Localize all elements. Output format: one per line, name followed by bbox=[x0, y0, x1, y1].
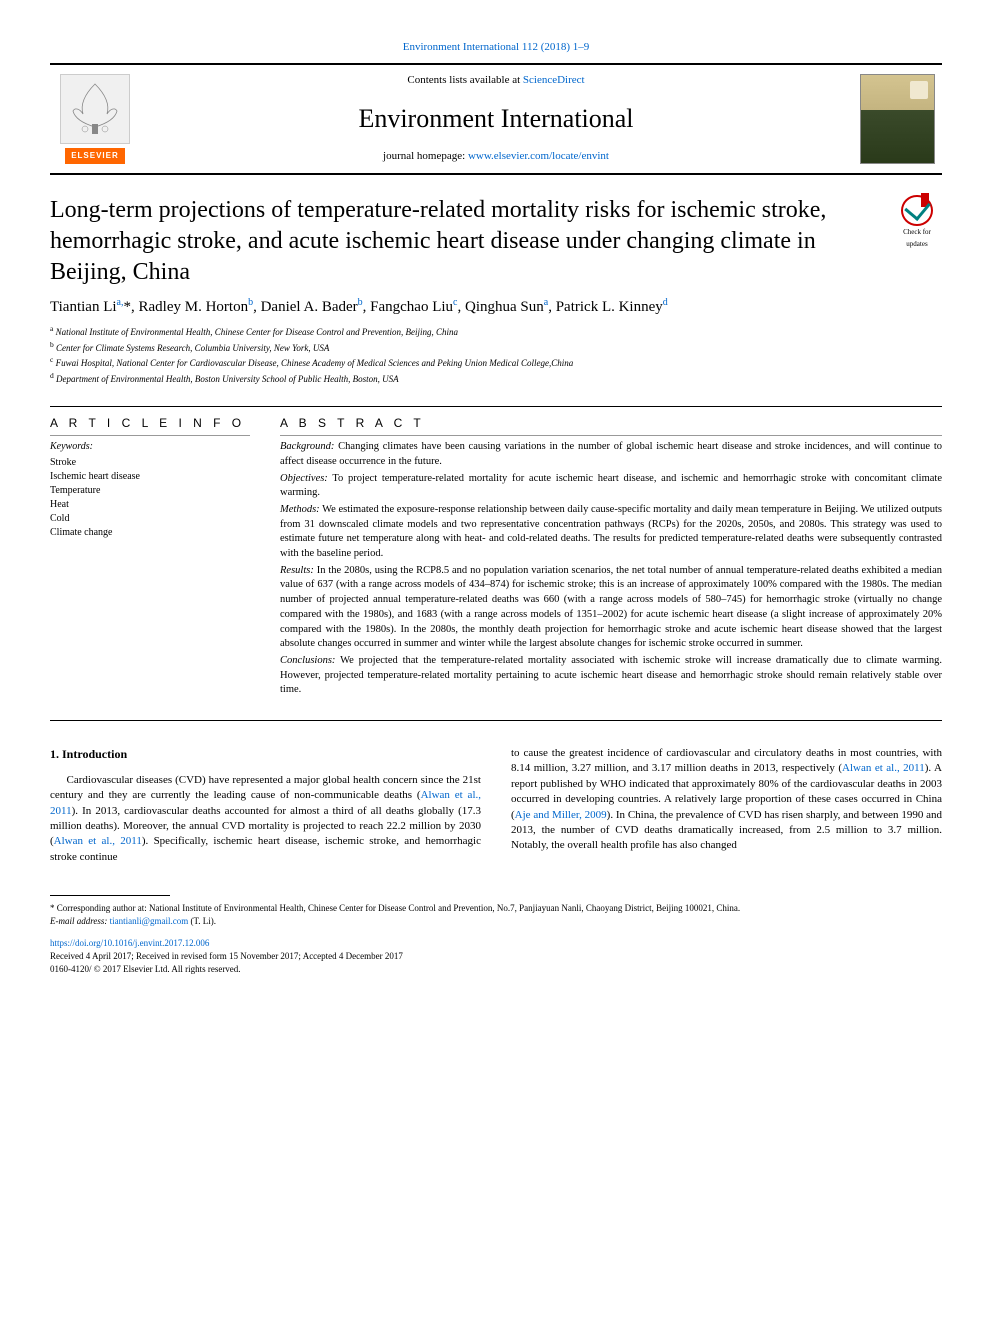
keyword-item: Cold bbox=[50, 512, 250, 526]
keyword-item: Temperature bbox=[50, 484, 250, 498]
affiliation-line: c Fuwai Hospital, National Center for Ca… bbox=[50, 355, 942, 370]
copyright-line: 0160-4120/ © 2017 Elsevier Ltd. All righ… bbox=[50, 963, 942, 976]
corresponding-note: * Corresponding author at: National Inst… bbox=[50, 902, 942, 915]
sciencedirect-link[interactable]: ScienceDirect bbox=[523, 74, 585, 86]
keywords-label: Keywords: bbox=[50, 440, 250, 454]
elsevier-tree-icon bbox=[60, 74, 130, 144]
keywords-list: StrokeIschemic heart diseaseTemperatureH… bbox=[50, 456, 250, 540]
check-text-2: updates bbox=[906, 240, 927, 250]
intro-heading: 1. Introduction bbox=[50, 746, 481, 763]
affiliations-block: a National Institute of Environmental He… bbox=[50, 324, 942, 385]
check-updates-badge[interactable]: Check for updates bbox=[892, 195, 942, 250]
footnote-separator bbox=[50, 895, 170, 896]
abstract-para: Background: Changing climates have been … bbox=[280, 440, 942, 469]
elsevier-label: ELSEVIER bbox=[65, 148, 125, 163]
check-circle-icon bbox=[901, 195, 933, 226]
title-row: Long-term projections of temperature-rel… bbox=[50, 195, 942, 289]
keyword-item: Heat bbox=[50, 498, 250, 512]
journal-cover-block bbox=[852, 74, 942, 164]
body-para-left: Cardiovascular diseases (CVD) have repre… bbox=[50, 773, 481, 865]
citation-link[interactable]: Alwan et al., 2011 bbox=[842, 762, 925, 774]
footer-block: https://doi.org/10.1016/j.envint.2017.12… bbox=[50, 937, 942, 975]
check-text-1: Check for bbox=[903, 228, 931, 238]
body-col-left: 1. Introduction Cardiovascular diseases … bbox=[50, 746, 481, 865]
abstract-divider bbox=[280, 435, 942, 436]
abstract-para: Conclusions: We projected that the tempe… bbox=[280, 654, 942, 698]
body-columns: 1. Introduction Cardiovascular diseases … bbox=[50, 746, 942, 865]
article-info-heading: A R T I C L E I N F O bbox=[50, 415, 250, 432]
footnotes: * Corresponding author at: National Inst… bbox=[50, 902, 942, 927]
email-suffix: (T. Li). bbox=[188, 916, 216, 926]
divider-1 bbox=[50, 406, 942, 407]
header-center: Contents lists available at ScienceDirec… bbox=[140, 73, 852, 164]
top-citation: Environment International 112 (2018) 1–9 bbox=[50, 40, 942, 55]
citation-link[interactable]: Alwan et al., 2011 bbox=[50, 789, 481, 816]
citation-link[interactable]: Alwan et al., 2011 bbox=[54, 835, 142, 847]
abstract-para: Objectives: To project temperature-relat… bbox=[280, 472, 942, 501]
affiliation-line: d Department of Environmental Health, Bo… bbox=[50, 371, 942, 386]
history-line: Received 4 April 2017; Received in revis… bbox=[50, 950, 942, 963]
contents-line: Contents lists available at ScienceDirec… bbox=[140, 73, 852, 88]
abstract-para: Results: In the 2080s, using the RCP8.5 … bbox=[280, 564, 942, 652]
abstract-col: A B S T R A C T Background: Changing cli… bbox=[280, 415, 942, 700]
doi-link[interactable]: https://doi.org/10.1016/j.envint.2017.12… bbox=[50, 938, 209, 948]
journal-header: ELSEVIER Contents lists available at Sci… bbox=[50, 63, 942, 174]
journal-name: Environment International bbox=[140, 101, 852, 137]
email-label: E-mail address: bbox=[50, 916, 110, 926]
citation-link[interactable]: Aje and Miller, 2009 bbox=[515, 809, 607, 821]
info-abstract-row: A R T I C L E I N F O Keywords: StrokeIs… bbox=[50, 415, 942, 700]
abstract-heading: A B S T R A C T bbox=[280, 415, 942, 432]
contents-prefix: Contents lists available at bbox=[407, 74, 522, 86]
journal-cover-icon bbox=[860, 74, 935, 164]
keyword-item: Climate change bbox=[50, 526, 250, 540]
homepage-link[interactable]: www.elsevier.com/locate/envint bbox=[468, 150, 609, 162]
article-info-col: A R T I C L E I N F O Keywords: StrokeIs… bbox=[50, 415, 250, 700]
homepage-line: journal homepage: www.elsevier.com/locat… bbox=[140, 149, 852, 164]
keyword-item: Ischemic heart disease bbox=[50, 470, 250, 484]
abstract-para: Methods: We estimated the exposure-respo… bbox=[280, 503, 942, 562]
affiliation-line: a National Institute of Environmental He… bbox=[50, 324, 942, 339]
affiliation-line: b Center for Climate Systems Research, C… bbox=[50, 340, 942, 355]
body-para-right: to cause the greatest incidence of cardi… bbox=[511, 746, 942, 854]
top-citation-link[interactable]: Environment International 112 (2018) 1–9 bbox=[403, 41, 590, 53]
abstract-text: Background: Changing climates have been … bbox=[280, 440, 942, 698]
divider-2 bbox=[50, 720, 942, 721]
article-title: Long-term projections of temperature-rel… bbox=[50, 195, 872, 289]
email-line: E-mail address: tiantianli@gmail.com (T.… bbox=[50, 915, 942, 928]
info-divider bbox=[50, 435, 250, 436]
homepage-prefix: journal homepage: bbox=[383, 150, 468, 162]
email-link[interactable]: tiantianli@gmail.com bbox=[110, 916, 189, 926]
body-col-right: to cause the greatest incidence of cardi… bbox=[511, 746, 942, 865]
authors-line: Tiantian Lia,*, Radley M. Hortonb, Danie… bbox=[50, 296, 942, 318]
keyword-item: Stroke bbox=[50, 456, 250, 470]
publisher-block: ELSEVIER bbox=[50, 74, 140, 163]
